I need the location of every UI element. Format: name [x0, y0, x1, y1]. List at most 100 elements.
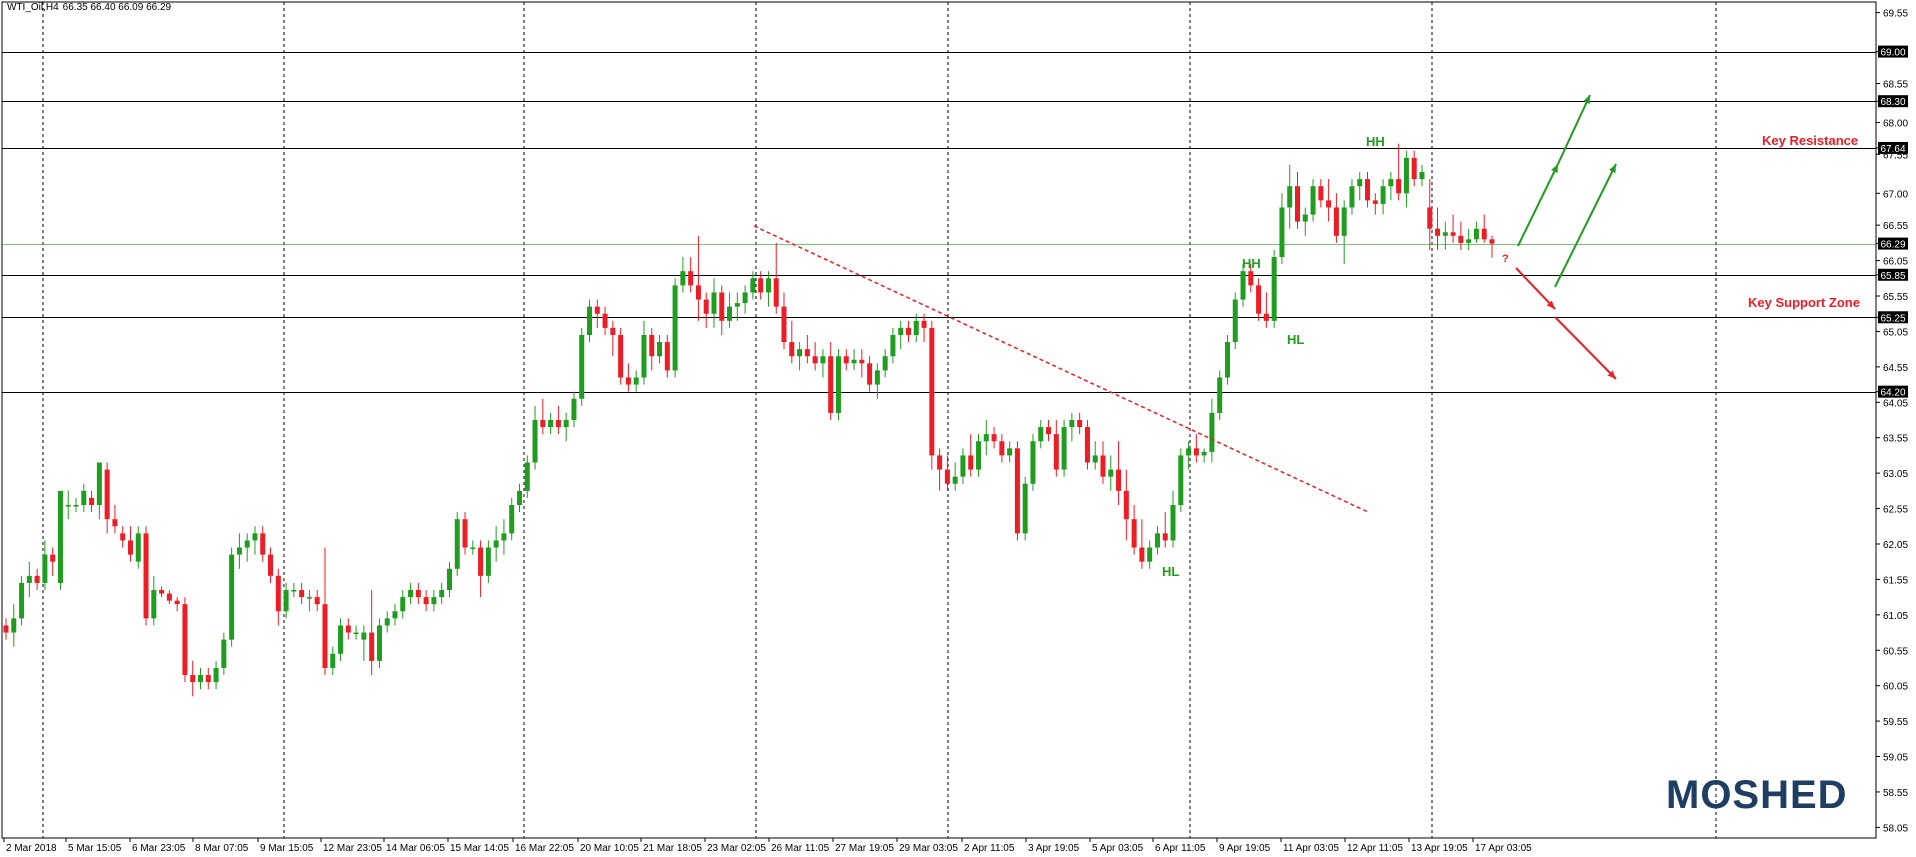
- time-tick-label: 14 Mar 06:05: [386, 843, 445, 854]
- price-tick-label: 61.55: [1883, 575, 1908, 586]
- candle-body: [1466, 239, 1472, 243]
- candle-body: [695, 285, 701, 300]
- candle-body: [166, 593, 172, 601]
- candle-body: [1450, 232, 1456, 236]
- candle-body: [314, 597, 320, 605]
- candle-body: [649, 334, 655, 357]
- candle-body: [820, 356, 826, 364]
- candle-body: [65, 505, 71, 507]
- candle-body: [104, 469, 110, 520]
- candle-body: [1380, 186, 1386, 204]
- price-level-box: [1878, 141, 1908, 154]
- candle-body: [843, 356, 849, 364]
- moshed-logo: MOSHED: [1666, 773, 1848, 817]
- candle-body: [937, 455, 943, 470]
- candle-body: [213, 667, 219, 683]
- price-level-label: 69.00: [1880, 48, 1905, 59]
- time-tick-label: 13 Apr 19:05: [1411, 843, 1468, 854]
- candle-body: [1473, 228, 1479, 240]
- candle-body: [594, 306, 600, 314]
- price-tick-label: 67.00: [1883, 189, 1908, 200]
- price-level-box: [1878, 268, 1908, 281]
- candle-body: [672, 285, 678, 371]
- candlesticks: [3, 143, 1495, 697]
- candle-body: [1022, 483, 1028, 534]
- hl-label-1: HL: [1287, 332, 1304, 347]
- candle-body: [470, 547, 476, 550]
- candle-body: [579, 334, 585, 399]
- candle-body: [1427, 207, 1433, 229]
- candle-body: [1201, 451, 1207, 456]
- price-tick-label: 68.00: [1883, 118, 1908, 129]
- candle-body: [1077, 420, 1083, 428]
- price-tick-label: 65.05: [1883, 327, 1908, 338]
- candle-body: [1084, 427, 1090, 463]
- candle-body: [1162, 533, 1168, 541]
- candle-body: [275, 575, 281, 612]
- time-tick-label: 17 Apr 03:05: [1475, 843, 1532, 854]
- candle-body: [268, 554, 274, 576]
- candle-body: [1186, 448, 1192, 456]
- candle-body: [983, 434, 989, 442]
- candle-body: [1232, 299, 1238, 343]
- candle-body: [1357, 179, 1363, 187]
- candle-body: [719, 292, 725, 321]
- candle-body: [618, 334, 624, 378]
- time-tick-label: 6 Mar 23:05: [132, 843, 186, 854]
- candle-body: [516, 490, 522, 506]
- price-tick-label: 58.05: [1883, 823, 1908, 834]
- candle-body: [423, 597, 429, 605]
- candle-body: [229, 554, 235, 640]
- candle-body: [532, 420, 538, 463]
- candle-body: [1388, 179, 1394, 187]
- time-tick-label: 5 Apr 03:05: [1092, 843, 1144, 854]
- candle-body: [952, 476, 958, 484]
- candle-body: [828, 356, 834, 413]
- candle-body: [1100, 455, 1106, 477]
- candle-body: [1372, 200, 1378, 204]
- price-tick-label: 61.05: [1883, 611, 1908, 622]
- question-mark: ?: [1502, 253, 1509, 265]
- candle-body: [509, 505, 515, 534]
- horizontal-levels: [2, 52, 1876, 393]
- time-tick-label: 15 Mar 14:05: [450, 843, 509, 854]
- candle-body: [921, 320, 927, 328]
- candle-body: [1419, 172, 1425, 180]
- time-tick-label: 3 Apr 19:05: [1028, 843, 1080, 854]
- candle-body: [260, 533, 266, 555]
- candle-body: [446, 568, 452, 591]
- candle-body: [291, 590, 297, 592]
- candle-body: [781, 306, 787, 343]
- candle-body: [602, 313, 608, 328]
- candle-body: [1116, 469, 1122, 491]
- candle-body: [221, 639, 227, 668]
- price-level-label: 65.25: [1880, 313, 1905, 324]
- candle-body: [641, 334, 647, 378]
- candle-body: [999, 441, 1005, 456]
- time-tick-label: 29 Mar 03:05: [899, 843, 958, 854]
- candle-body: [322, 604, 328, 668]
- candle-body: [73, 505, 79, 507]
- price-level-box: [1878, 237, 1908, 250]
- candle-body: [1263, 313, 1269, 321]
- candle-body: [431, 597, 437, 605]
- candle-body: [501, 533, 507, 541]
- candle-body: [859, 359, 865, 364]
- candle-body: [976, 441, 982, 470]
- candle-body: [905, 327, 911, 335]
- hl-label-2: HL: [1162, 564, 1179, 579]
- price-tick-label: 64.55: [1883, 363, 1908, 374]
- candle-body: [524, 462, 530, 491]
- time-axis: 2 Mar 2018 5 Mar 15:05 6 Mar 23:05 8 Mar 07…: [3, 838, 1532, 854]
- descending-trendline: [753, 225, 1369, 513]
- candle-body: [1318, 186, 1324, 201]
- candle-body: [1396, 179, 1402, 194]
- candle-body: [804, 349, 810, 357]
- candle-body: [789, 342, 795, 357]
- price-level-box: [1878, 45, 1908, 58]
- price-level-box: [1878, 95, 1908, 108]
- price-tick-label: 60.55: [1883, 646, 1908, 657]
- candle-body: [773, 278, 779, 307]
- candle-body: [540, 420, 546, 428]
- candle-body: [11, 618, 17, 633]
